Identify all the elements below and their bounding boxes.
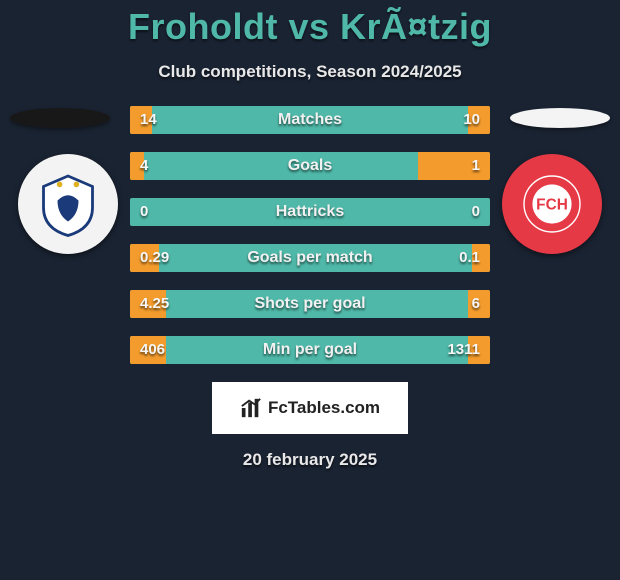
stat-label: Min per goal [130, 336, 490, 364]
stat-label: Goals per match [130, 244, 490, 272]
stat-label: Matches [130, 106, 490, 134]
club-crest-icon: FCH [517, 169, 587, 239]
brand-text: FcTables.com [268, 398, 380, 418]
svg-text:FCH: FCH [536, 197, 568, 214]
stat-row: 4061311Min per goal [130, 336, 490, 364]
left-team-badge [18, 154, 118, 254]
stat-row: 4.256Shots per goal [130, 290, 490, 318]
right-team-marker [510, 108, 610, 128]
left-team-marker [10, 108, 110, 128]
bar-chart-icon [240, 397, 262, 419]
stat-row: 1410Matches [130, 106, 490, 134]
date-text: 20 february 2025 [0, 450, 620, 470]
page-subtitle: Club competitions, Season 2024/2025 [0, 62, 620, 82]
stat-row: 00Hattricks [130, 198, 490, 226]
comparison-panel: FCH 1410Matches 41Goals 00Hattricks 0.290.1… [0, 104, 620, 470]
stat-row: 0.290.1Goals per match [130, 244, 490, 272]
stat-bars: 1410Matches 41Goals 00Hattricks 0.290.1Goal… [130, 104, 490, 364]
right-team-badge: FCH [502, 154, 602, 254]
club-crest-icon [33, 169, 103, 239]
brand-box: FcTables.com [212, 382, 408, 434]
stat-label: Goals [130, 152, 490, 180]
page-title: Froholdt vs KrÃ¤tzig [0, 0, 620, 48]
stat-row: 41Goals [130, 152, 490, 180]
stat-label: Shots per goal [130, 290, 490, 318]
stat-label: Hattricks [130, 198, 490, 226]
